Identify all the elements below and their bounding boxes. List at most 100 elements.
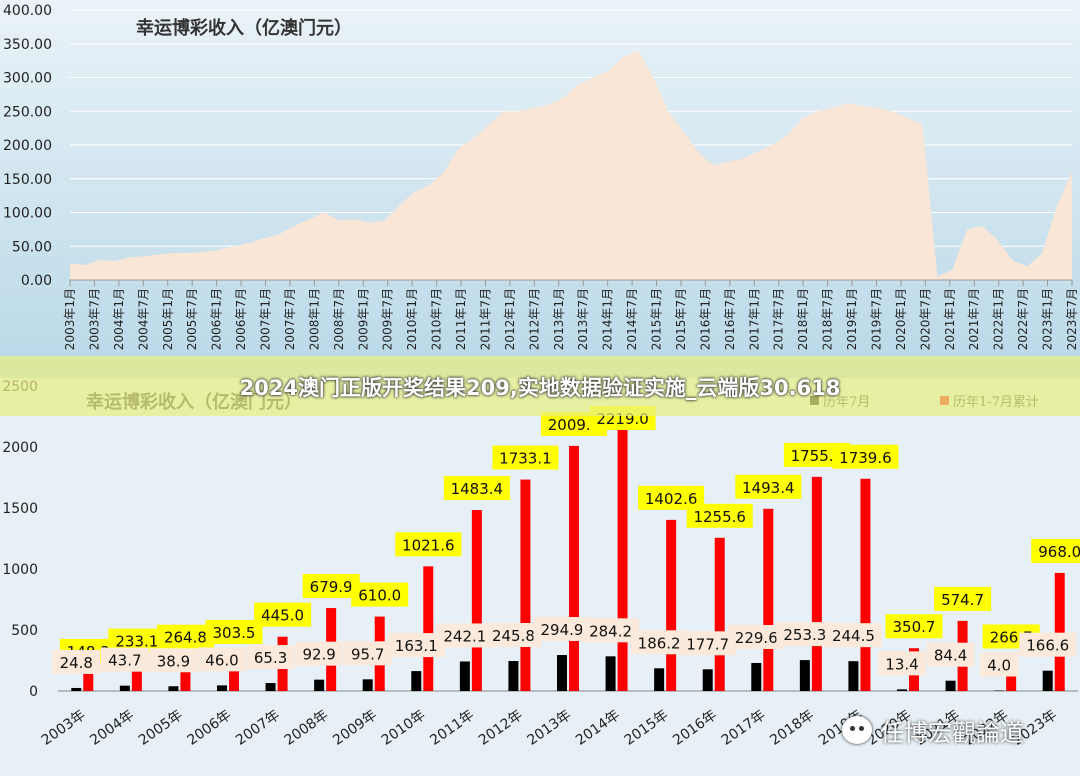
- x-tick-label: 2011年7月: [478, 288, 492, 350]
- data-label-black-bg: [343, 641, 392, 666]
- x-tick-label: 2005年1月: [161, 288, 175, 350]
- y-tick-label: 400.00: [3, 3, 52, 19]
- bar-black: [848, 661, 859, 691]
- wechat-icon: [842, 716, 872, 744]
- data-label-black: 13.4: [885, 655, 918, 673]
- bar-red: [811, 476, 822, 691]
- data-label-black: 163.1: [395, 637, 438, 655]
- bar-red: [131, 662, 142, 691]
- data-label-red: 264.8: [164, 629, 207, 647]
- data-label-black-bg: [436, 623, 494, 648]
- x-tick-label: 2009年1月: [356, 288, 370, 350]
- bar-red: [180, 658, 191, 691]
- x-tick-label: 2022年1月: [992, 288, 1006, 350]
- y-tick-label: 200.00: [3, 138, 52, 154]
- data-label-red: 1755.4: [791, 447, 844, 465]
- data-label-red-bg: [443, 476, 510, 501]
- x-tick-label: 2015年1月: [650, 288, 664, 350]
- x-tick-label: 2018年1月: [796, 288, 810, 350]
- x-tick-label: 2023年1月: [1041, 288, 1055, 350]
- data-label-red: 679.9: [310, 578, 353, 596]
- y-tick-label: 1500: [2, 501, 38, 517]
- x-tick-label: 2020年1月: [894, 288, 908, 350]
- data-label-black-bg: [149, 648, 198, 673]
- data-label-black-bg: [926, 642, 975, 667]
- data-label-red-bg: [832, 444, 899, 469]
- data-label-red: 574.7: [941, 591, 984, 609]
- data-label-red-bg: [351, 582, 409, 607]
- bar-red: [763, 508, 774, 691]
- chart-background: [0, 378, 1080, 776]
- data-label-black-bg: [582, 618, 640, 643]
- bar-red: [229, 653, 239, 691]
- data-label-black-bg: [878, 651, 926, 676]
- bar-black: [119, 685, 130, 691]
- x-tick-label: 2016年7月: [723, 288, 737, 350]
- x-tick-label: 2012年1月: [503, 288, 517, 350]
- x-tick-label: 2016年1月: [698, 288, 712, 350]
- bar-red: [83, 672, 94, 691]
- data-label-red: 2009.3: [548, 416, 601, 434]
- data-label-black-bg: [727, 624, 785, 649]
- x-tick-label: 2017年1月: [747, 288, 761, 350]
- x-tick-label: 2010年7月: [430, 288, 444, 350]
- x-tick-label: 2014年1月: [601, 288, 615, 350]
- x-tick-label: 2015年7月: [674, 288, 688, 350]
- bar-red: [471, 510, 482, 691]
- x-tick-label: 2019年7月: [869, 288, 883, 350]
- data-label-red: 1483.4: [451, 480, 504, 498]
- data-label-red-bg: [686, 503, 753, 528]
- data-label-red-bg: [492, 445, 559, 470]
- y-tick-label: 350.00: [3, 37, 52, 53]
- data-label-red: 1255.6: [693, 508, 746, 526]
- bar-black: [362, 679, 373, 691]
- x-tick-label: 2007年1月: [259, 288, 273, 350]
- data-label-black: 38.9: [157, 652, 190, 670]
- data-label-red: 350.7: [893, 618, 936, 636]
- bar-black: [71, 687, 82, 691]
- x-tick-label: 2004年7月: [136, 288, 150, 350]
- bar-black: [1042, 670, 1053, 691]
- monthly-revenue-area-chart: 0.00 50.00 100.00 150.00 200.00 250.00 300.00 3…: [0, 0, 1080, 378]
- y-tick-label: 250.00: [3, 104, 52, 120]
- data-label-black-bg: [630, 630, 688, 655]
- x-tick-label: 2006年7月: [234, 288, 248, 350]
- data-label-black-bg: [484, 623, 542, 648]
- data-label-red: 610.0: [358, 587, 401, 605]
- x-tick-label: 2005年7月: [185, 288, 199, 350]
- x-tick-label: 2003年7月: [87, 288, 101, 350]
- data-label-black: 229.6: [735, 629, 778, 647]
- bar-black: [702, 669, 713, 691]
- x-tick-label: 2007年7月: [283, 288, 297, 350]
- data-label-red: 1402.6: [645, 490, 698, 508]
- x-tick-label: 2010年1月: [405, 288, 419, 350]
- x-tick-label: 2013年1月: [552, 288, 566, 350]
- x-tick-label: 2012年7月: [527, 288, 541, 350]
- data-label-red-bg: [395, 532, 462, 557]
- bar-black: [751, 662, 762, 691]
- data-label-black-bg: [100, 647, 149, 672]
- data-label-black: 177.7: [686, 635, 729, 653]
- bar-red: [520, 479, 531, 691]
- x-tick-label: 2023年7月: [1065, 288, 1079, 350]
- area-series: [70, 50, 1072, 280]
- data-label-black: 95.7: [351, 645, 384, 663]
- x-tick-label: 2009年7月: [381, 288, 395, 350]
- data-label-black-bg: [776, 622, 834, 647]
- bar-black: [411, 671, 422, 691]
- x-tick-label: 2014年7月: [625, 288, 639, 350]
- data-label-black: 4.0: [987, 657, 1011, 675]
- data-label-black: 284.2: [589, 622, 632, 640]
- x-tick-label: 2017年7月: [772, 288, 786, 350]
- bar-red: [666, 519, 677, 691]
- data-label-black: 242.1: [443, 627, 486, 645]
- data-label-black: 253.3: [783, 626, 826, 644]
- data-label-red: 1021.6: [402, 536, 455, 554]
- bar-red: [860, 478, 871, 691]
- data-label-red-bg: [205, 619, 263, 644]
- bar-red: [714, 537, 725, 691]
- data-label-red-bg: [254, 602, 312, 627]
- bar-red: [1054, 572, 1065, 691]
- bar-red: [423, 566, 434, 691]
